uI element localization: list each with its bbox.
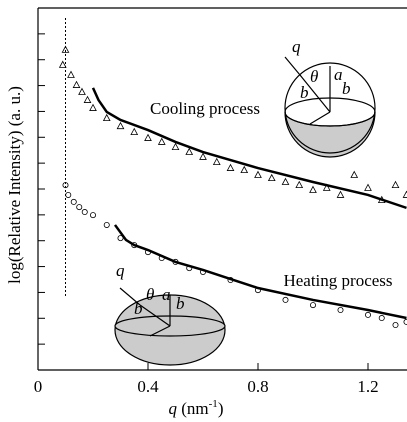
x-tick-label: 0.8 xyxy=(247,377,268,396)
x-label-close: ) xyxy=(218,399,224,418)
data-point xyxy=(144,133,152,141)
data-point xyxy=(402,190,407,198)
inset-sphere xyxy=(284,56,376,158)
fit-line xyxy=(91,87,407,210)
y-axis-label: log(Relative Intensity) (a. u.) xyxy=(5,86,24,284)
data-point xyxy=(350,170,359,178)
data-point xyxy=(378,315,385,322)
annotation: Cooling process xyxy=(150,99,260,118)
inset-label: θ xyxy=(310,67,318,86)
x-label-exponent: -1 xyxy=(209,398,218,410)
data-point xyxy=(185,147,194,155)
data-point xyxy=(72,80,81,88)
x-tick-label: 0 xyxy=(34,377,43,396)
data-point xyxy=(295,180,304,189)
data-point xyxy=(61,45,70,53)
inset-label: b xyxy=(300,83,309,102)
fit-line xyxy=(113,224,407,320)
data-point xyxy=(212,157,221,166)
inset-label: b xyxy=(342,79,351,98)
data-point xyxy=(199,152,207,160)
data-point xyxy=(309,185,317,193)
data-point xyxy=(102,113,111,122)
data-point xyxy=(67,70,75,78)
data-point xyxy=(336,190,345,198)
data-point xyxy=(364,311,371,318)
data-point xyxy=(83,95,92,103)
inset-label: θ xyxy=(146,285,154,304)
data-point xyxy=(90,212,97,219)
inset-label: b xyxy=(134,299,143,318)
data-point xyxy=(116,121,125,130)
x-tick-label: 1.2 xyxy=(357,377,378,396)
annotation: Heating process xyxy=(283,271,392,290)
inset-ellipsoid xyxy=(114,287,226,366)
inset-label: b xyxy=(176,294,185,313)
data-point xyxy=(157,137,166,145)
x-axis-label: q (nm-1) xyxy=(169,398,224,418)
data-point xyxy=(391,180,400,189)
data-point xyxy=(281,177,290,185)
data-point xyxy=(309,302,316,309)
data-point xyxy=(103,221,110,228)
data-point xyxy=(240,165,249,174)
x-tick-label: 0.4 xyxy=(137,377,159,396)
data-point xyxy=(76,204,83,211)
inset-label: a xyxy=(334,65,343,84)
x-label-symbol: q xyxy=(169,399,178,418)
data-point xyxy=(364,183,372,191)
data-point xyxy=(89,103,97,111)
inset-label: q xyxy=(292,37,301,56)
data-point xyxy=(81,209,88,216)
data-point xyxy=(171,142,180,151)
inset-label: q xyxy=(116,261,125,280)
data-point xyxy=(282,296,289,303)
data-point xyxy=(392,322,399,329)
data-point xyxy=(130,127,139,136)
data-point xyxy=(117,235,124,242)
data-point xyxy=(58,60,67,68)
data-point xyxy=(62,182,69,189)
data-point xyxy=(78,87,86,95)
data-point xyxy=(322,183,331,191)
inset-label: a xyxy=(162,285,171,304)
data-point xyxy=(254,170,262,178)
x-label-unit: (nm xyxy=(177,399,209,418)
data-point xyxy=(70,198,77,205)
data-point xyxy=(337,307,344,314)
data-point xyxy=(65,191,72,198)
data-point xyxy=(226,163,235,171)
data-point xyxy=(267,173,276,182)
